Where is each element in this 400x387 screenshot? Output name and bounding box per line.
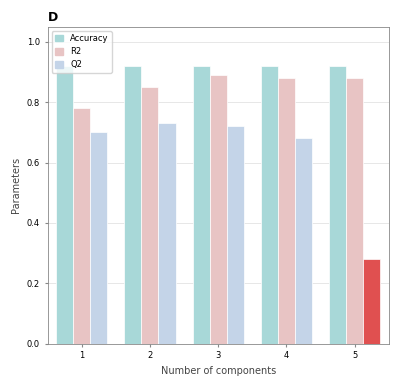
Bar — [363, 259, 380, 344]
Y-axis label: Parameters: Parameters — [11, 157, 21, 213]
Legend: Accuracy, R2, Q2: Accuracy, R2, Q2 — [52, 31, 112, 73]
Bar — [329, 66, 346, 344]
Bar — [142, 87, 158, 344]
Bar — [363, 259, 380, 344]
Bar — [124, 66, 142, 344]
Bar — [295, 139, 312, 344]
Bar — [56, 66, 73, 344]
X-axis label: Number of components: Number of components — [160, 366, 276, 376]
Bar — [210, 75, 227, 344]
Bar — [261, 66, 278, 344]
Bar — [227, 126, 244, 344]
Bar — [278, 78, 295, 344]
Text: D: D — [48, 11, 58, 24]
Bar — [158, 123, 176, 344]
Bar — [90, 132, 107, 344]
Bar — [73, 108, 90, 344]
Bar — [193, 66, 210, 344]
Bar — [346, 78, 363, 344]
